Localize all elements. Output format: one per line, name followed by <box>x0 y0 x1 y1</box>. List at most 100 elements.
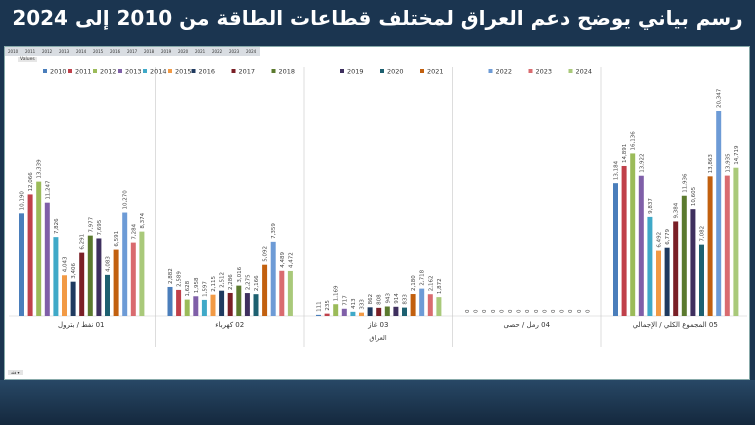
bar-2-2018 <box>384 306 390 316</box>
data-label: 808 <box>377 294 383 305</box>
bar-1-2023 <box>279 270 285 316</box>
bar-1-2010 <box>167 286 173 316</box>
bar-1-2012 <box>184 299 190 316</box>
bar-4-2022 <box>716 111 722 316</box>
legend-label-2013: 2013 <box>125 68 142 76</box>
year-chip-2022[interactable]: 2022 <box>212 49 223 54</box>
bar-4-2023 <box>724 175 730 316</box>
legend-label-2012: 2012 <box>100 68 117 76</box>
data-label: 7,977 <box>88 216 94 232</box>
data-label: 111 <box>317 301 323 312</box>
legend-label-2015: 2015 <box>175 68 192 76</box>
bar-4-2017 <box>673 221 679 316</box>
year-chip-2021[interactable]: 2021 <box>195 49 206 54</box>
bar-2-2011 <box>324 313 330 316</box>
bar-2-2022 <box>419 288 425 316</box>
data-label: 3,406 <box>71 262 77 278</box>
bar-1-2018 <box>236 285 242 316</box>
year-chip-2019[interactable]: 2019 <box>161 49 172 54</box>
data-label: 2,718 <box>420 269 426 285</box>
legend-swatch-2017 <box>231 69 236 73</box>
year-chip-2010[interactable]: 2010 <box>8 49 19 54</box>
bar-2-2012 <box>333 304 339 316</box>
bar-2-2013 <box>341 308 347 316</box>
data-label: 0 <box>577 309 583 313</box>
legend-swatch-2014 <box>143 69 147 73</box>
year-chip-2017[interactable]: 2017 <box>127 49 138 54</box>
data-label: 1,872 <box>437 278 443 294</box>
data-label: 7,284 <box>131 223 137 239</box>
data-label: 235 <box>325 300 331 311</box>
bar-2-2014 <box>350 311 356 316</box>
data-label: 2,275 <box>245 274 251 290</box>
data-label: 1,958 <box>194 277 200 293</box>
bar-1-2024 <box>287 270 293 316</box>
bar-4-2011 <box>621 165 627 316</box>
bar-chart: 2010 2011 2012 2013 2014 2015 2016 2017 2018 2019… <box>9 67 747 347</box>
year-chip-2016[interactable]: 2016 <box>110 49 121 54</box>
legend-label-2022: 2022 <box>496 68 513 76</box>
data-label: 0 <box>474 309 480 313</box>
bar-0-2018 <box>87 235 93 316</box>
bar-4-2019 <box>690 209 696 316</box>
data-label: 0 <box>542 309 548 313</box>
bar-2-2016 <box>367 307 373 316</box>
values-field-button[interactable]: Values <box>18 57 37 62</box>
legend-label-2020: 2020 <box>387 68 404 76</box>
category-label: 04 رمل / حصى <box>503 321 550 329</box>
bar-0-2022 <box>122 212 128 316</box>
data-label: 0 <box>499 309 505 313</box>
legend-label-2014: 2014 <box>150 68 167 76</box>
data-label: 7,826 <box>54 218 60 234</box>
data-label: 10,270 <box>123 190 129 210</box>
data-label: 2,115 <box>211 275 217 291</box>
bar-1-2019 <box>244 293 250 316</box>
x-axis-title: العراق <box>369 334 387 342</box>
data-label: 6,291 <box>80 234 86 250</box>
year-chip-2012[interactable]: 2012 <box>42 49 53 54</box>
bar-4-2018 <box>681 195 687 316</box>
year-chip-2011[interactable]: 2011 <box>25 49 36 54</box>
year-chip-2023[interactable]: 2023 <box>229 49 240 54</box>
data-label: 12,066 <box>28 172 34 192</box>
bar-1-2021 <box>262 264 268 316</box>
bar-1-2022 <box>270 241 276 316</box>
year-chip-2013[interactable]: 2013 <box>59 49 70 54</box>
legend-label-2023: 2023 <box>536 68 553 76</box>
bar-0-2010 <box>19 213 24 316</box>
bar-2-2023 <box>427 294 433 316</box>
data-label: 914 <box>394 293 400 304</box>
bar-4-2021 <box>707 176 713 316</box>
data-label: 0 <box>465 309 471 313</box>
bar-0-2023 <box>130 242 136 316</box>
bar-1-2020 <box>253 294 259 316</box>
legend-label-2018: 2018 <box>279 68 296 76</box>
year-chip-2018[interactable]: 2018 <box>144 49 155 54</box>
bar-2-2021 <box>410 294 416 316</box>
legend-swatch-2024 <box>568 69 573 73</box>
data-label: 0 <box>551 309 557 313</box>
year-slicer[interactable]: 2010 2011 2012 2013 2014 2015 2016 2017 2018 2019… <box>5 47 260 56</box>
legend-swatch-2013 <box>118 69 122 73</box>
year-chip-2015[interactable]: 2015 <box>93 49 104 54</box>
legend-swatch-2020 <box>380 69 384 73</box>
data-label: 6,779 <box>665 228 671 244</box>
bar-4-2016 <box>664 247 670 316</box>
year-chip-2014[interactable]: 2014 <box>76 49 87 54</box>
category-filter-button[interactable]: فئة ▾ <box>8 370 23 375</box>
year-chip-2020[interactable]: 2020 <box>178 49 189 54</box>
data-label: 4,489 <box>280 252 286 268</box>
data-label: 2,589 <box>177 271 183 287</box>
data-label: 4,043 <box>63 256 69 272</box>
legend-swatch-2018 <box>271 69 276 73</box>
data-label: 7,359 <box>271 223 277 239</box>
bar-1-2013 <box>193 296 199 316</box>
year-chip-2024[interactable]: 2024 <box>246 49 257 54</box>
data-label: 0 <box>491 309 497 313</box>
bar-1-2016 <box>219 290 225 316</box>
data-label: 0 <box>517 309 523 313</box>
category-label: 01 نفط / بترول <box>58 321 104 329</box>
data-label: 0 <box>508 309 514 313</box>
bar-0-2011 <box>27 194 33 316</box>
data-label: 4,472 <box>288 252 294 268</box>
